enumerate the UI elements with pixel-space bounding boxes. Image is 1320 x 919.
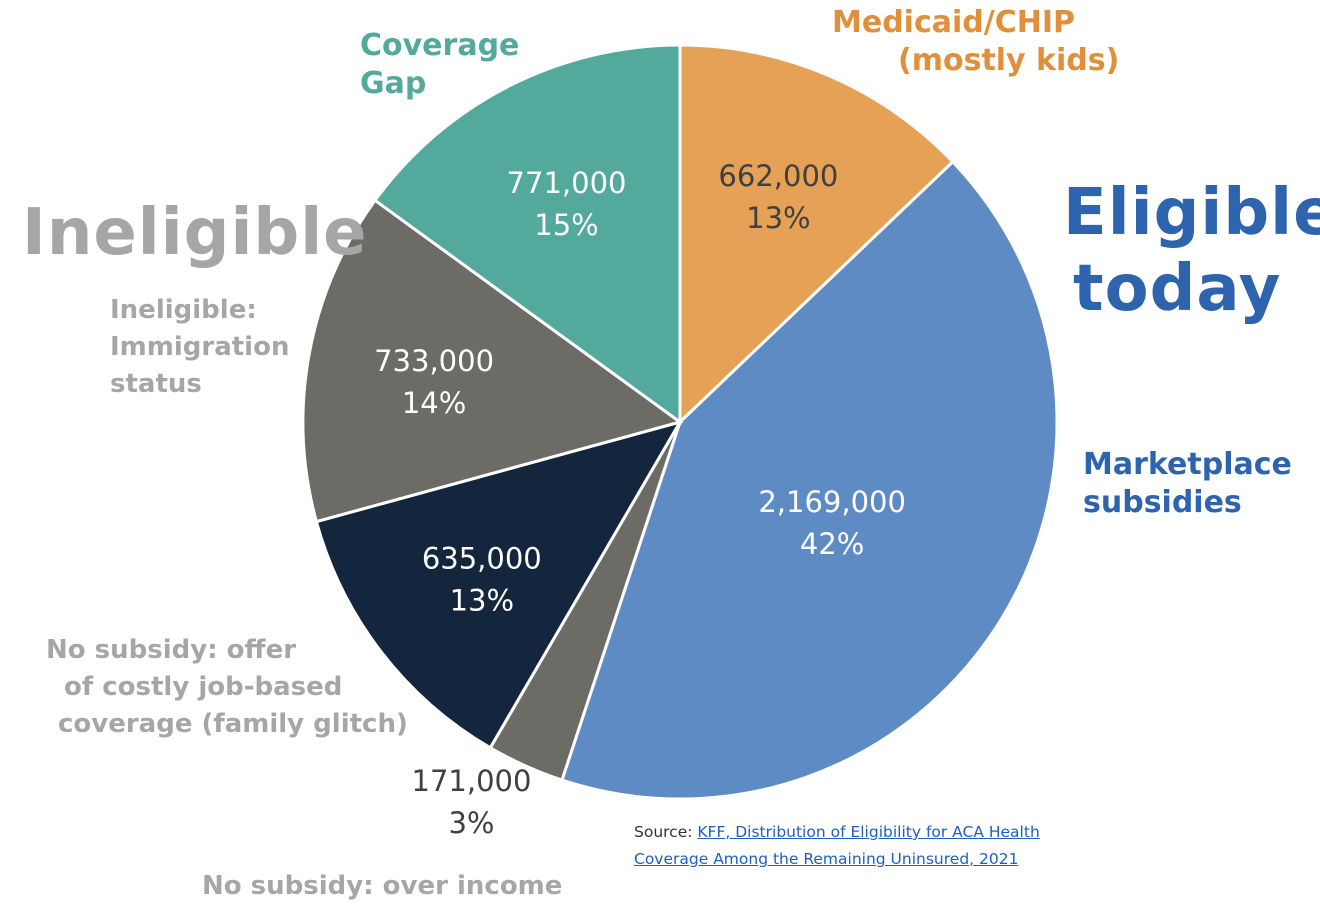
family-glitch-line2: of costly job-based: [64, 671, 343, 702]
over-income-percent: 3%: [448, 806, 495, 841]
over-income-value-label: 171,000 3%: [404, 760, 539, 844]
medicaid-chip-label: Medicaid/CHIP (mostly kids): [832, 4, 1119, 79]
source-line2: Coverage Among the Remaining Uninsured, …: [634, 846, 1040, 873]
coverage-gap-label: Coverage Gap: [360, 27, 519, 102]
eligible-line1: Eligible: [1063, 176, 1320, 250]
over-income-label: No subsidy: over income: [202, 871, 563, 901]
pie-slice-1: [560, 159, 1059, 801]
source-line1: Source: KFF, Distribution of Eligibility…: [634, 819, 1040, 846]
slice-percent-label-4: 14%: [402, 386, 466, 420]
source-prefix: Source:: [634, 823, 698, 841]
slice-percent-label-1: 42%: [800, 527, 864, 561]
marketplace-line2: subsidies: [1083, 484, 1242, 520]
over-income-value: 171,000: [411, 764, 532, 798]
slice-value-label-3: 635,000: [422, 541, 542, 575]
slice-percent-label-5: 15%: [534, 208, 598, 242]
slice-percent-label-0: 13%: [746, 201, 810, 235]
pie-slice-5: [372, 43, 682, 425]
family-glitch-line1: No subsidy: offer: [46, 635, 297, 665]
immigration-line2: Immigration: [110, 331, 290, 362]
marketplace-subsidies-label: Marketplace subsidies: [1083, 446, 1292, 521]
medicaid-chip-line1: Medicaid/CHIP: [832, 5, 1075, 40]
source-link-continued[interactable]: Coverage Among the Remaining Uninsured, …: [634, 850, 1019, 869]
pie-slice-4: [301, 198, 684, 524]
immigration-line3: status: [110, 368, 202, 399]
pie-slice-labels: 662,000 13% 2,169,000 42% 635,000 13% 733,000 1…: [374, 159, 906, 617]
slice-value-label-5: 771,000: [507, 166, 627, 200]
coverage-gap-line2: Gap: [360, 65, 427, 101]
coverage-gap-line1: Coverage: [360, 28, 520, 63]
source-link[interactable]: KFF, Distribution of Eligibility for ACA…: [697, 823, 1040, 841]
pie-slice-0: [678, 43, 955, 426]
family-glitch-line3: coverage (family glitch): [58, 708, 408, 739]
slice-percent-label-3: 13%: [450, 583, 514, 617]
immigration-status-label: Ineligible: Immigration status: [110, 292, 289, 403]
source-note: Source: KFF, Distribution of Eligibility…: [634, 819, 1040, 873]
medicaid-chip-line2: (mostly kids): [898, 42, 1120, 78]
immigration-line1: Ineligible:: [110, 295, 257, 325]
slice-value-label-0: 662,000: [718, 159, 838, 193]
slice-value-label-1: 2,169,000: [758, 485, 906, 519]
pie-slice-3: [314, 419, 684, 750]
slice-value-label-4: 733,000: [374, 344, 494, 378]
marketplace-line1: Marketplace: [1083, 447, 1292, 482]
eligible-today-heading: Eligible today: [1063, 176, 1320, 327]
ineligible-heading: Ineligible: [22, 196, 368, 270]
pie-slices: [301, 43, 1059, 801]
eligible-line2: today: [1073, 251, 1282, 326]
family-glitch-label: No subsidy: offer of costly job-based co…: [46, 632, 408, 743]
